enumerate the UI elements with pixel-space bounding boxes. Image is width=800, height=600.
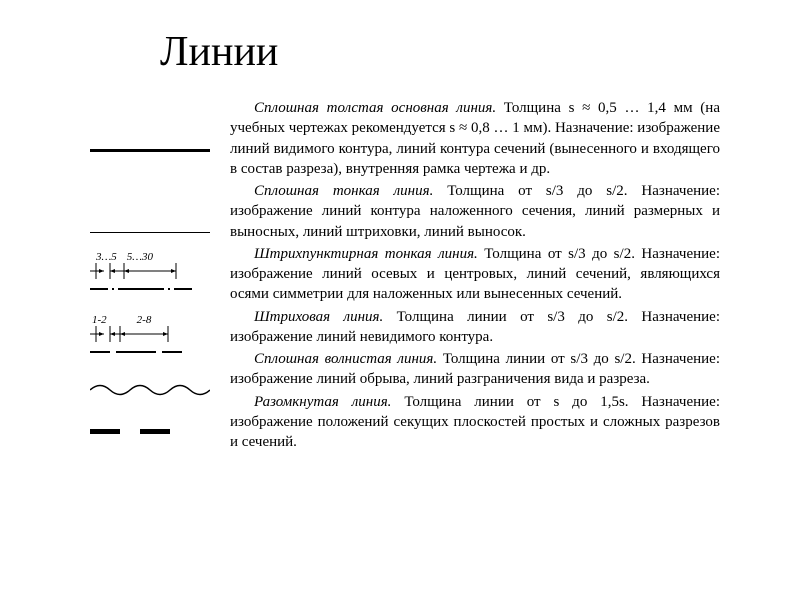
- illu-solid-thin: [90, 232, 220, 233]
- para-5: Сплошная волнистая линия. Толщина линии …: [230, 349, 720, 390]
- para-2: Сплошная тонкая линия. Толщина от s/3 до…: [230, 181, 720, 242]
- line-solid-thin: [90, 232, 210, 233]
- illu-open: [90, 429, 220, 434]
- body-text: Сплошная толстая основная линия. Толщина…: [230, 98, 720, 454]
- wavy-svg: [90, 381, 210, 399]
- para-1: Сплошная толстая основная линия. Толщина…: [230, 98, 720, 179]
- para-3: Штрихпунктирная тонкая линия. Толщина от…: [230, 244, 720, 305]
- illu-solid-thick: [90, 149, 220, 152]
- term-5: Сплошная волнистая линия.: [254, 351, 437, 367]
- illu-dashed: 1-2 2-8: [90, 314, 220, 353]
- term-1: Сплошная толстая основная линия.: [254, 100, 496, 116]
- illu-dashdot: 3…5 5…30: [90, 251, 220, 290]
- page-title: Линии: [160, 28, 278, 76]
- term-4: Штриховая линия.: [254, 309, 383, 325]
- dashdot-line: [90, 288, 220, 290]
- term-2: Сплошная тонкая линия.: [254, 183, 433, 199]
- dash-line: [90, 351, 220, 353]
- dashdot-dim-svg: [90, 263, 210, 281]
- term-3: Штрихпунктирная тонкая линия.: [254, 246, 478, 262]
- label-dashdot-dash: 5…30: [127, 251, 153, 263]
- term-6: Разомкнутая линия.: [254, 394, 391, 410]
- para-6: Разомкнутая линия. Толщина линии от s до…: [230, 392, 720, 453]
- para-4: Штриховая линия. Толщина линии от s/3 до…: [230, 307, 720, 348]
- label-dash-seg: 2-8: [137, 314, 152, 326]
- label-dashdot-gap: 3…5: [96, 251, 117, 263]
- illustrations-column: 3…5 5…30 1-2 2-8: [90, 145, 220, 462]
- label-dash-gap: 1-2: [92, 314, 107, 326]
- dash-dim-svg: [90, 326, 210, 344]
- open-bar-1: [90, 429, 120, 434]
- line-solid-thick: [90, 149, 210, 152]
- illu-wavy: [90, 381, 220, 399]
- open-bar-2: [140, 429, 170, 434]
